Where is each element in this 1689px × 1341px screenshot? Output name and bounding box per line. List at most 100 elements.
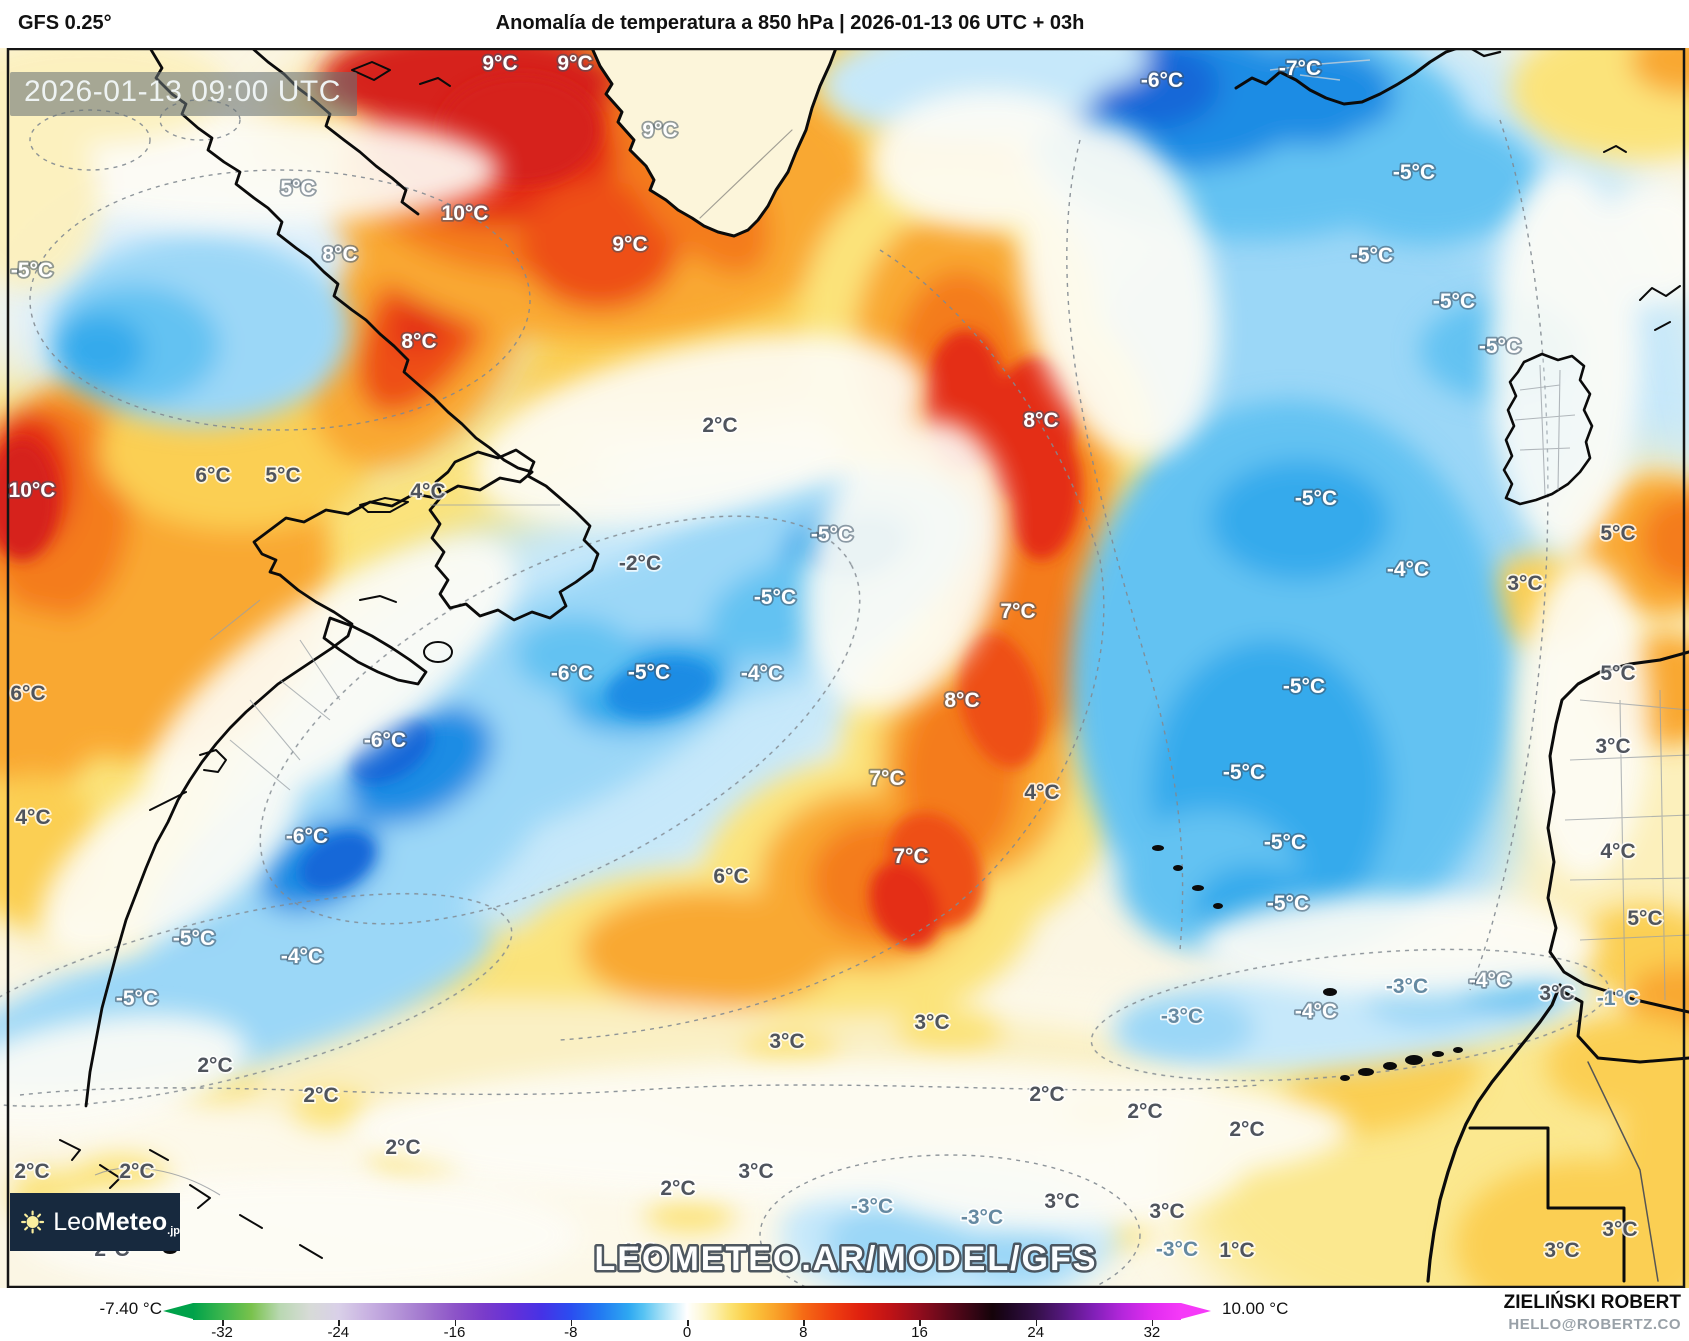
temp-label: 8°C <box>322 243 357 266</box>
temp-label: 9°C <box>557 52 592 75</box>
temp-label: -6°C <box>1141 69 1183 92</box>
valid-time-overlay: 2026-01-13 09:00 UTC <box>10 72 357 116</box>
temp-label: 3°C <box>1539 982 1574 1005</box>
temp-label: -5°C <box>116 987 158 1010</box>
scale-tick <box>803 1320 805 1326</box>
map-frame <box>6 48 1686 1288</box>
temperature-labels: 9°C 9°C 9°C 9°C 5°C 10°C 8°C 8°C -5°C 10°C -6°C -7°… <box>7 50 1665 1265</box>
scale-tick-label: 0 <box>682 1324 692 1341</box>
temp-label: 6°C <box>713 865 748 888</box>
sun-icon <box>21 1210 45 1234</box>
temp-label: 7°C <box>1000 600 1035 623</box>
temp-label: 8°C <box>401 330 436 353</box>
temp-label: -4°C <box>741 662 783 685</box>
temp-label: 2°C <box>1229 1118 1264 1141</box>
temp-label: 4°C <box>1600 840 1635 863</box>
temp-label: -3°C <box>851 1195 893 1218</box>
scale-tick-label: 32 <box>1143 1324 1161 1341</box>
temp-label: -5°C <box>1264 831 1306 854</box>
iceland-coast-north <box>1468 48 1502 58</box>
leometeo-logo: LeoMeteo.jp <box>10 1193 180 1251</box>
temp-label: -4°C <box>1469 969 1511 992</box>
temp-label: 3°C <box>738 1160 773 1183</box>
temp-label: -5°C <box>1393 161 1435 184</box>
temp-label: 6°C <box>195 464 230 487</box>
temp-label: 10°C <box>9 479 56 502</box>
temp-label: -6°C <box>364 729 406 752</box>
temp-label: -5°C <box>1267 892 1309 915</box>
map-title: Anomalía de temperatura a 850 hPa | 2026… <box>495 12 1085 34</box>
faroes <box>1603 145 1627 153</box>
scale-right-arrow <box>1181 1303 1211 1319</box>
cape-cod <box>199 749 227 773</box>
anticosti <box>359 497 409 513</box>
scale-tick <box>222 1320 224 1326</box>
temp-label: 7°C <box>893 845 928 868</box>
scale-tick <box>454 1320 457 1326</box>
temp-label: -7°C <box>1279 57 1321 80</box>
temp-label: 4°C <box>15 806 50 829</box>
temp-label: 10°C <box>442 202 489 225</box>
temp-label: -5°C <box>1295 487 1337 510</box>
temp-label: 4°C <box>1024 781 1059 804</box>
scale-max-label: 10.00 °C <box>1222 1299 1289 1318</box>
scale-left-arrow <box>163 1303 193 1319</box>
morocco-coast <box>1426 983 1562 1283</box>
temp-label: 5°C <box>1600 662 1635 685</box>
scale-tick-label: -24 <box>327 1324 350 1341</box>
temp-label: 7°C <box>869 767 904 790</box>
temp-label: 6°C <box>10 682 45 705</box>
africa-border-1 <box>1558 988 1689 1064</box>
temp-label: -3°C <box>1386 975 1428 998</box>
iceland-coast <box>1234 48 1460 106</box>
temp-label: -6°C <box>551 662 593 685</box>
cape-breton <box>423 641 453 663</box>
temp-label: 8°C <box>944 689 979 712</box>
color-scale-bar <box>193 1303 1181 1320</box>
scale-tick-label: 16 <box>911 1324 928 1341</box>
temp-label: 3°C <box>1544 1239 1579 1262</box>
africa-border-2 <box>1468 1126 1626 1283</box>
scale-tick <box>919 1320 921 1326</box>
scale-min-label: -7.40 °C <box>99 1299 162 1318</box>
temp-label: 5°C <box>280 177 315 200</box>
map-canvas: 9°C 9°C 9°C 9°C 5°C 10°C 8°C 8°C -5°C 10°C -6°C -7°… <box>0 48 1689 1288</box>
logo-text: LeoMeteo.jp <box>53 1207 180 1237</box>
iberia-coast <box>1546 650 1689 1014</box>
temp-label: -5°C <box>628 661 670 684</box>
scale-tick <box>687 1320 689 1326</box>
temp-label: -5°C <box>1283 675 1325 698</box>
azores <box>1152 845 1223 909</box>
temp-label: 9°C <box>642 119 677 142</box>
temp-label: -5°C <box>1351 244 1393 267</box>
temp-label: 1°C <box>622 1240 657 1263</box>
nova-scotia <box>322 616 428 686</box>
scale-tick-label: -16 <box>443 1324 466 1341</box>
scale-tick-label: -8 <box>564 1324 578 1341</box>
gulf-coast <box>252 470 534 577</box>
temp-label: -5°C <box>754 586 796 609</box>
temp-label: 2°C <box>1029 1083 1064 1106</box>
temp-label: -5°C <box>1479 335 1521 358</box>
model-label: GFS 0.25° <box>18 12 112 34</box>
pei <box>359 595 397 603</box>
temp-label: -5°C <box>173 927 215 950</box>
anomaly-cores <box>0 75 1081 949</box>
temp-label: 9°C <box>482 52 517 75</box>
scale-tick-label: -32 <box>211 1324 233 1341</box>
temp-label: 5°C <box>1600 522 1635 545</box>
arctic-islands <box>351 61 451 87</box>
temp-label: 3°C <box>1507 572 1542 595</box>
long-island <box>149 791 187 811</box>
watermark-text: LEOMETEO.AR/MODEL/GFS <box>595 1240 1098 1278</box>
africa-border-3 <box>1587 1061 1659 1282</box>
color-scale-legend: -7.40 °C 10.00 °C ZIELIŃSKI ROBERT HELLO… <box>0 1288 1689 1341</box>
temp-label: 3°C <box>1602 1218 1637 1241</box>
anomaly-map: 9°C 9°C 9°C 9°C 5°C 10°C 8°C 8°C -5°C 10°C -6°C -7°… <box>0 48 1689 1288</box>
scale-tick <box>570 1320 573 1326</box>
temp-label: -3°C <box>1161 1005 1203 1028</box>
labrador-coast <box>148 48 534 474</box>
temp-label: 1°C <box>1219 1239 1254 1262</box>
temp-label: -5°C <box>11 259 53 282</box>
temp-label: 2°C <box>197 1054 232 1077</box>
